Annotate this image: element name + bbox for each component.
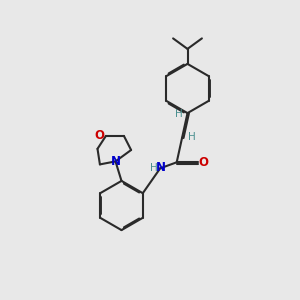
Text: O: O <box>94 129 104 142</box>
Text: N: N <box>110 155 121 168</box>
Text: H: H <box>188 132 196 142</box>
Text: H: H <box>150 163 158 173</box>
Text: H: H <box>175 109 182 119</box>
Text: O: O <box>199 156 209 169</box>
Text: N: N <box>156 161 166 174</box>
